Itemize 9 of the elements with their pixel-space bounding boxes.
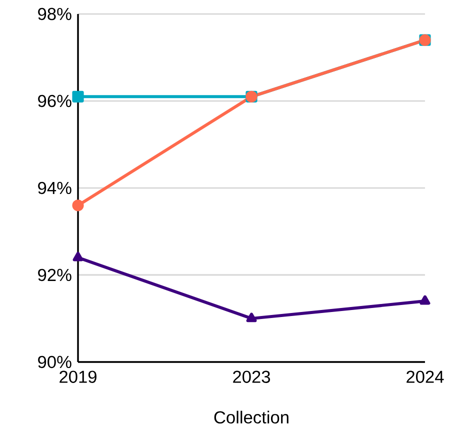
y-tick-label: 96% [38, 94, 72, 108]
x-tick-label: 2024 [406, 370, 444, 383]
x-axis-title: Collection [214, 410, 288, 424]
y-tick-label: 90% [38, 356, 72, 368]
y-tick-label: 92% [38, 268, 72, 282]
x-tick-label: 2023 [233, 370, 270, 383]
y-tick-label: 98% [38, 8, 72, 20]
x-tick-label: 2019 [60, 370, 96, 383]
y-tick-label: 94% [38, 182, 72, 194]
